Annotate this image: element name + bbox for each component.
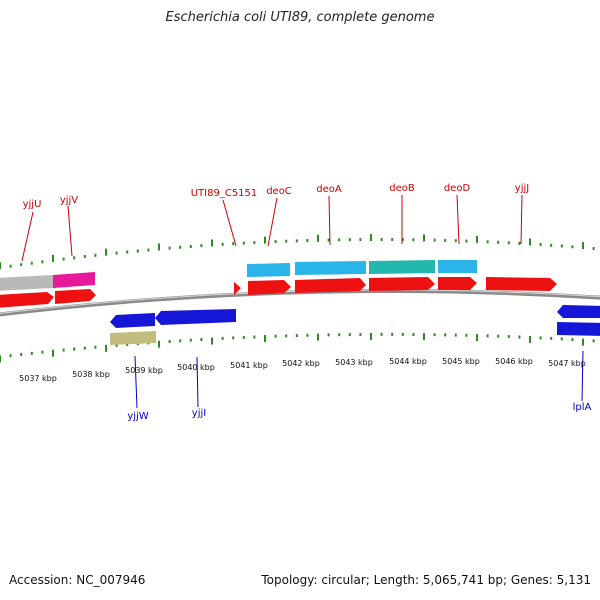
scale-label: 5046 kbp [495, 357, 533, 366]
gene-label-forward: yjjJ [515, 183, 529, 194]
scale-label: 5040 kbp [177, 363, 215, 372]
gene-arrow-forward[interactable] [234, 282, 241, 295]
scale-label: 5045 kbp [442, 357, 480, 366]
gene-feature-magenta[interactable] [53, 272, 95, 288]
gene-feature-blue[interactable] [557, 322, 600, 336]
gene-label-forward: yjjU [23, 199, 42, 210]
scale-label: 5041 kbp [230, 361, 268, 370]
gene-label-forward: deoA [316, 184, 342, 195]
gene-label-forward: yjjV [60, 195, 78, 206]
label-leaders [21, 194, 584, 409]
scale-label: 5037 kbp [19, 374, 57, 383]
gene-arrow-forward[interactable] [0, 292, 54, 308]
scale-label: 5043 kbp [335, 358, 373, 367]
gene-arrow-forward[interactable] [486, 277, 557, 291]
accession-text: Accession: NC_007946 [9, 573, 146, 587]
scale-label: 5042 kbp [282, 359, 320, 368]
gene-arrow-forward[interactable] [438, 277, 477, 290]
scale-label: 5047 kbp [548, 359, 586, 368]
genome-summary-text: Topology: circular; Length: 5,065,741 bp… [261, 573, 591, 587]
gene-arrow-reverse[interactable] [557, 305, 600, 318]
gene-label-reverse: yjjW [127, 411, 148, 422]
scale-label: 5038 kbp [72, 370, 110, 379]
gene-feature-olive[interactable] [110, 331, 156, 345]
scale-label: 5039 kbp [125, 366, 163, 375]
gene-feature-cyan-3[interactable] [438, 260, 477, 273]
gene-arrow-reverse[interactable] [110, 313, 155, 328]
gene-feature-teal[interactable] [369, 260, 435, 274]
gene-feature-cyan-2[interactable] [295, 261, 366, 275]
gene-arrow-reverse[interactable] [155, 309, 236, 325]
map-title: Escherichia coli UTI89, complete genome [165, 10, 435, 25]
scale-label: 5044 kbp [389, 357, 427, 366]
gene-arrow-forward[interactable] [248, 280, 291, 295]
gene-feature-gray[interactable] [0, 275, 53, 291]
gene-label-reverse: yjjI [192, 408, 206, 419]
gene-feature-cyan-1[interactable] [247, 263, 290, 277]
gene-arrow-forward[interactable] [295, 278, 366, 293]
gene-label-forward: deoD [444, 183, 471, 194]
gene-label-reverse: lplA [573, 402, 592, 413]
gene-label-forward: UTI89_C5151 [191, 188, 258, 199]
gene-arrow-forward[interactable] [55, 289, 96, 304]
gene-label-forward: deoC [266, 186, 292, 197]
gene-arrow-forward[interactable] [369, 277, 435, 291]
gene-label-forward: deoB [389, 183, 415, 194]
ticks-upper [0, 234, 595, 270]
